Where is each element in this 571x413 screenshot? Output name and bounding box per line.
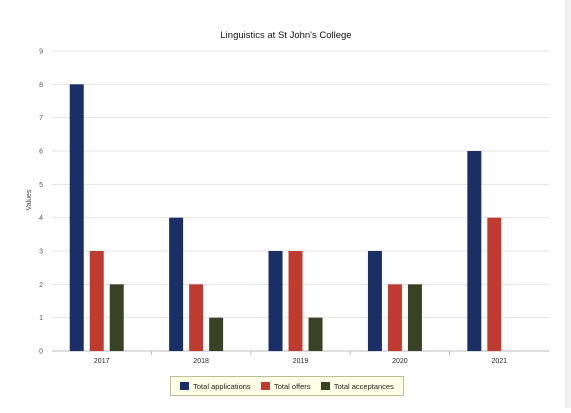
bar-total-offers <box>387 284 402 351</box>
y-tick-label: 3 <box>39 249 43 256</box>
bar-total-applications <box>367 251 382 351</box>
y-tick-label: 2 <box>39 282 43 289</box>
bar-total-acceptances <box>109 284 124 351</box>
bar-total-acceptances <box>407 284 422 351</box>
y-tick-label: 6 <box>39 149 43 156</box>
x-tick-label: 2017 <box>94 358 110 365</box>
x-tick-label: 2019 <box>293 358 309 365</box>
y-tick-label: 0 <box>39 349 43 356</box>
bar-total-applications <box>268 251 283 351</box>
legend-label: Total applications <box>193 381 251 391</box>
x-tick-label: 2018 <box>193 358 209 365</box>
bar-total-applications <box>169 217 184 351</box>
bar-total-offers <box>89 251 104 351</box>
legend-item: Total offers <box>260 381 311 391</box>
bar-total-applications <box>467 151 482 351</box>
bars <box>69 84 502 351</box>
x-tick-label: 2020 <box>392 358 408 365</box>
bar-total-acceptances <box>308 317 323 351</box>
y-tick-label: 4 <box>39 215 43 222</box>
page-edge <box>565 0 571 408</box>
y-axis-label: Values <box>26 189 33 210</box>
x-tick-labels: 2017 2018 2019 2020 2021 <box>94 358 507 365</box>
chart-title: Linguistics at St John's College <box>220 30 351 41</box>
y-tick-label: 7 <box>39 115 43 122</box>
y-tick-labels: 0 1 2 3 4 5 6 7 8 9 <box>39 49 43 356</box>
legend-item: Total acceptances <box>320 381 394 391</box>
bar-total-acceptances <box>209 317 224 351</box>
legend-item: Total applications <box>180 382 251 391</box>
bar-total-offers <box>487 217 502 351</box>
legend-label: Total acceptances <box>333 381 394 391</box>
bar-total-offers <box>189 284 204 351</box>
y-tick-label: 1 <box>39 315 43 322</box>
y-tick-label: 5 <box>39 182 43 189</box>
x-tick-label: 2021 <box>492 358 508 365</box>
y-tick-label: 8 <box>39 82 43 89</box>
y-tick-label: 9 <box>39 49 43 56</box>
bar-total-applications <box>69 84 84 351</box>
bar-total-offers <box>288 251 303 351</box>
gridlines <box>52 50 549 355</box>
legend-label: Total offers <box>273 381 311 391</box>
legend-swatch <box>320 382 330 390</box>
legend: Total applications Total offers Total acce… <box>170 376 404 396</box>
legend-swatch <box>260 382 270 390</box>
legend-swatch <box>180 382 190 390</box>
